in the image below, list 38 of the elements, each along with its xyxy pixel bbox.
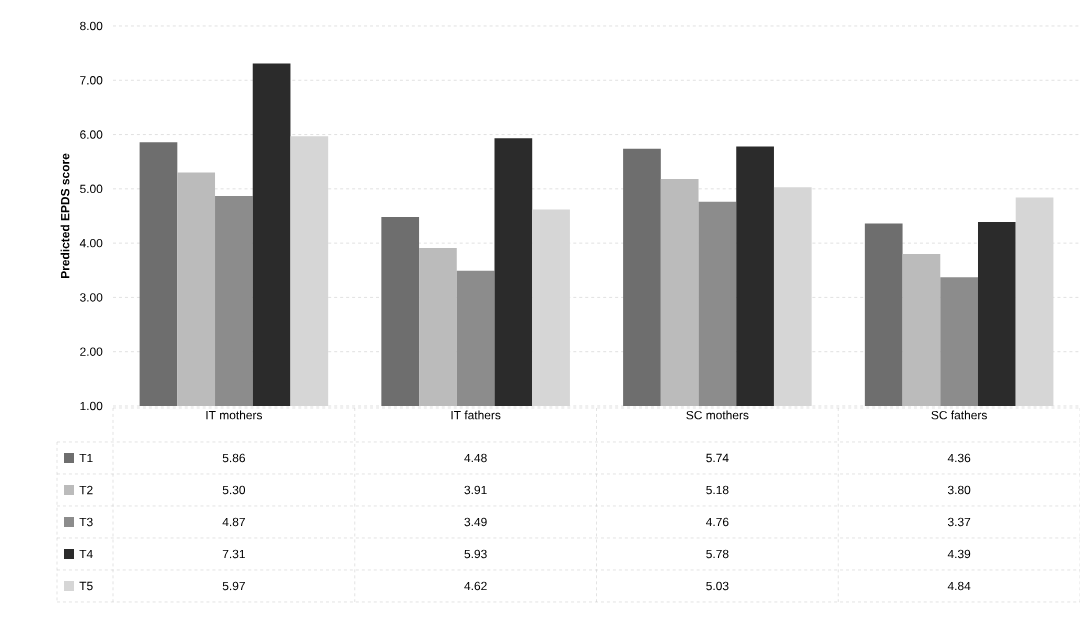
y-tick-label: 4.00	[79, 238, 103, 248]
data-label: 5.03	[706, 581, 729, 591]
data-label: 3.80	[947, 485, 971, 495]
data-label: 4.48	[464, 453, 487, 463]
x-tick-label: SC fathers	[931, 410, 987, 420]
y-tick-label: 6.00	[80, 130, 103, 139]
legend-label: T5	[79, 581, 93, 591]
data-label: 5.74	[706, 453, 729, 463]
x-tick-label: IT fathers	[451, 410, 501, 420]
y-tick-label: 5.00	[80, 184, 103, 194]
data-label: 4.39	[947, 549, 971, 559]
legend-label: T1	[79, 453, 93, 463]
y-tick-label: 7.00	[80, 76, 103, 85]
data-label: 5.93	[464, 549, 487, 559]
data-label: 7.31	[222, 549, 245, 559]
data-label: 5.18	[706, 485, 729, 495]
data-label: 4.36	[947, 453, 971, 463]
data-label: 3.49	[464, 517, 487, 527]
y-tick-label: 3.00	[80, 293, 103, 302]
x-tick-label: SC mothers	[686, 410, 749, 420]
data-label: 3.91	[464, 485, 487, 495]
data-label: 4.84	[947, 581, 971, 591]
data-label: 4.62	[464, 581, 487, 591]
y-axis-title: Predicted EPDS score	[60, 153, 70, 278]
data-label: 5.97	[222, 581, 245, 591]
legend-label: T2	[79, 485, 93, 495]
data-label: 5.30	[222, 485, 246, 495]
y-tick-label: 2.00	[80, 347, 103, 356]
data-label: 4.76	[706, 517, 729, 527]
y-tick-label: 1.00	[80, 401, 103, 411]
x-tick-label: IT mothers	[206, 410, 263, 420]
legend-label: T3	[79, 517, 93, 527]
data-label: 5.86	[222, 453, 245, 463]
y-tick-label: 8.00	[80, 21, 103, 31]
data-label: 3.37	[947, 517, 971, 527]
data-label: 5.78	[706, 549, 729, 559]
data-label: 4.87	[222, 517, 245, 527]
legend-label: T4	[79, 549, 93, 559]
